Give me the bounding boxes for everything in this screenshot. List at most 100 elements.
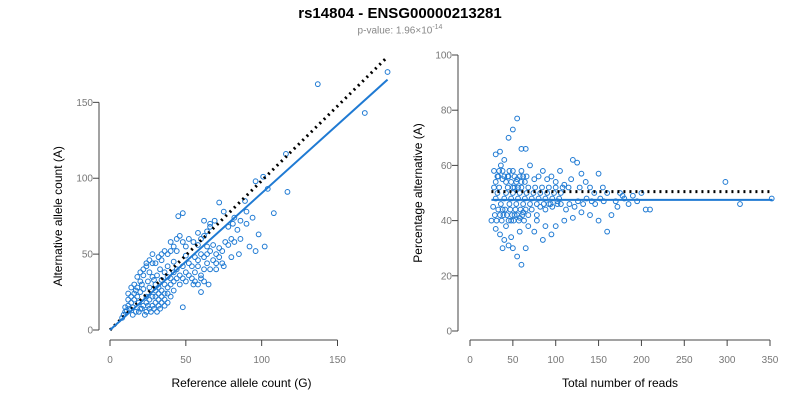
data-point [210, 242, 217, 248]
data-point [604, 228, 611, 235]
data-point [545, 184, 552, 191]
data-point [495, 206, 502, 213]
data-point [176, 272, 183, 279]
data-point [588, 198, 595, 205]
left-scatter-panel: 0 50 100 150 0 50 100 150 Reference allele count… [51, 55, 391, 390]
data-point [154, 308, 160, 315]
data-point [544, 176, 551, 183]
data-point [149, 260, 156, 267]
data-point [574, 159, 581, 166]
data-point [170, 287, 177, 294]
x-tick-label: 300 [719, 355, 736, 366]
data-point [542, 206, 549, 213]
data-point [161, 302, 168, 309]
data-point [642, 206, 649, 213]
data-point [552, 223, 559, 230]
data-point [198, 251, 204, 258]
data-point [522, 245, 529, 252]
data-point [497, 231, 503, 238]
data-point [246, 243, 253, 250]
data-point [361, 110, 368, 116]
data-point [556, 195, 563, 202]
data-point [125, 296, 132, 303]
data-point [549, 195, 556, 202]
data-point [514, 115, 521, 122]
data-point [497, 162, 504, 169]
data-point [228, 236, 235, 242]
data-point [252, 178, 259, 185]
data-point [522, 145, 529, 152]
data-point [537, 203, 544, 210]
data-point [207, 248, 214, 254]
data-point [155, 290, 162, 297]
data-point [179, 210, 186, 217]
x-axis-title: Total number of reads [562, 376, 678, 390]
data-point [190, 281, 197, 288]
data-point [210, 257, 217, 264]
data-point [167, 239, 174, 245]
data-point [499, 168, 506, 174]
data-point [146, 296, 153, 303]
data-point [179, 275, 186, 282]
data-point [145, 278, 151, 285]
data-point [501, 173, 508, 180]
data-point [204, 243, 210, 250]
data-point [190, 239, 197, 245]
data-point [213, 251, 220, 258]
data-point [170, 258, 177, 265]
data-point [152, 260, 159, 267]
x-tick-label: 0 [107, 355, 113, 366]
data-point [497, 148, 503, 155]
data-point [557, 168, 563, 174]
data-point [204, 228, 210, 235]
data-point [249, 214, 256, 221]
data-point [508, 179, 515, 185]
data-point [552, 179, 559, 185]
data-point [237, 217, 244, 224]
data-point [182, 278, 189, 285]
data-point [198, 275, 204, 282]
data-point [566, 201, 573, 207]
data-point [220, 208, 227, 215]
data-point [189, 263, 195, 270]
data-point [578, 170, 585, 177]
data-point [576, 184, 583, 191]
data-point [491, 168, 497, 174]
y-tick-label: 0 [446, 327, 452, 338]
data-point [518, 145, 525, 152]
data-point [518, 184, 525, 191]
data-point [527, 162, 533, 169]
data-point [170, 269, 177, 276]
data-point [528, 206, 535, 213]
y-tick-label: 0 [87, 326, 93, 337]
data-point [492, 225, 499, 232]
data-point [521, 217, 527, 224]
data-point [515, 195, 521, 202]
data-point [143, 260, 150, 267]
data-point [179, 239, 186, 245]
data-point [492, 195, 499, 202]
data-point [509, 245, 516, 252]
data-point [132, 308, 139, 315]
data-point [504, 173, 511, 180]
data-point [501, 195, 508, 202]
data-point [176, 233, 183, 239]
data-point [134, 293, 141, 300]
data-point [231, 214, 238, 221]
data-point [508, 234, 515, 241]
data-point [260, 173, 267, 180]
data-point [207, 223, 214, 230]
data-point [737, 201, 743, 207]
data-point [722, 179, 729, 185]
data-point [176, 281, 183, 288]
x-tick-label: 250 [676, 355, 693, 366]
data-point [515, 184, 521, 191]
data-point [600, 198, 607, 205]
data-point [554, 201, 561, 207]
data-point [518, 261, 525, 268]
data-point [182, 269, 189, 276]
data-point [542, 223, 549, 230]
data-point [220, 263, 227, 270]
data-point [519, 212, 526, 218]
data-point [204, 260, 210, 267]
